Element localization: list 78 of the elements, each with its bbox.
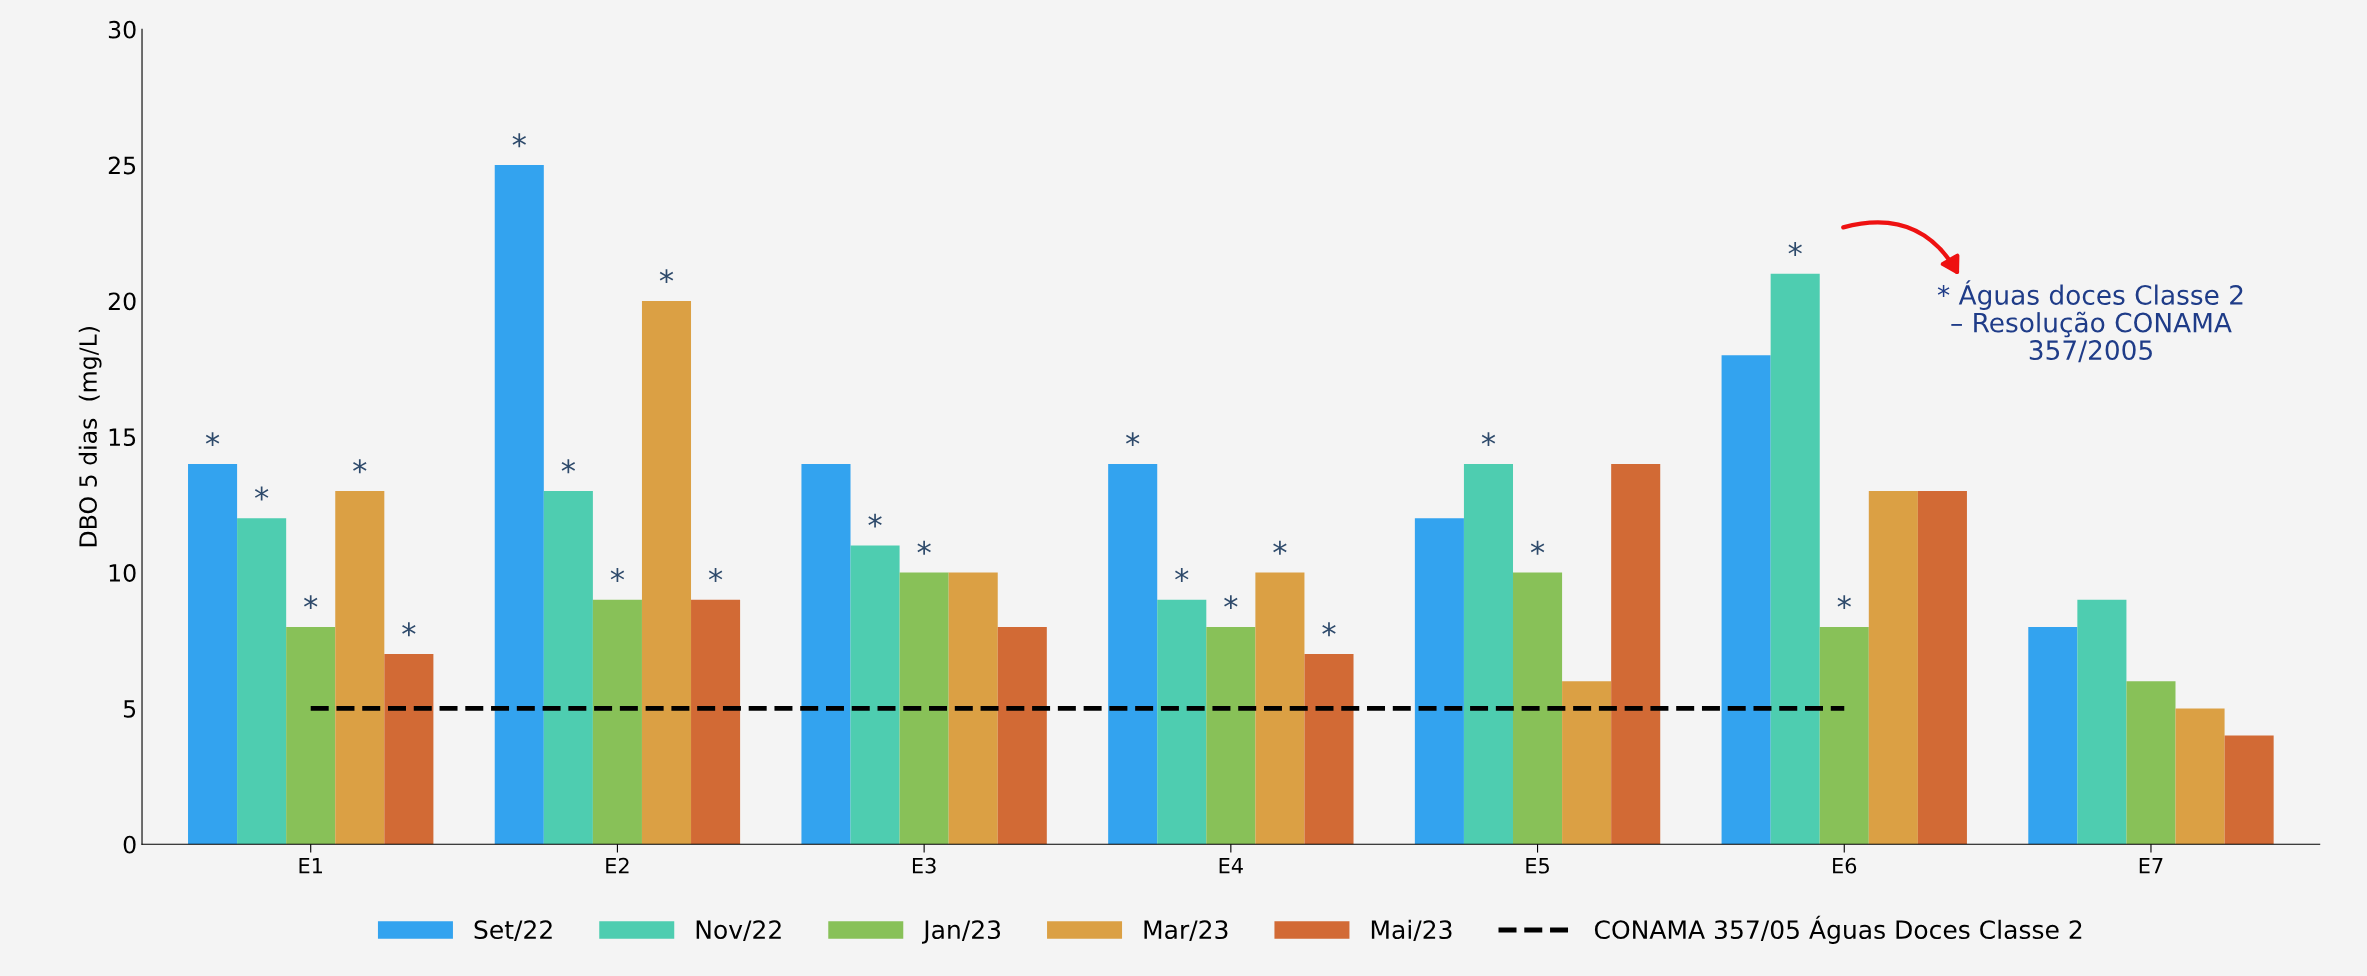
- bar: [1414, 518, 1464, 845]
- bar: [1562, 681, 1612, 845]
- x-tick-label: E7: [2139, 858, 2163, 874]
- bar: [1304, 654, 1354, 845]
- x-tick-label: E2: [606, 857, 629, 874]
- annotation: * Águas doces Classe 2 – Resolução CONAMA 357/2005: [1937, 280, 2243, 363]
- y-axis-title: DBO 5 dias (mg/L): [78, 327, 102, 547]
- y-tick-label: 15: [109, 428, 136, 447]
- x-tick-label: E5: [1526, 858, 1549, 874]
- bar: [1108, 463, 1158, 845]
- data-label: *: [1273, 540, 1287, 555]
- bar: [1868, 491, 1918, 845]
- bar: [948, 572, 998, 845]
- data-label: *: [1788, 242, 1802, 256]
- data-label: *: [610, 568, 625, 582]
- y-tick-label: 20: [108, 292, 136, 311]
- bar: [1513, 572, 1563, 845]
- data-label: *: [303, 595, 318, 610]
- bar: [335, 491, 385, 845]
- data-label: *: [1837, 595, 1851, 610]
- bar: [384, 654, 434, 845]
- bar: [2077, 599, 2127, 845]
- y-tick-label: 5: [123, 700, 136, 718]
- bar: [494, 165, 544, 845]
- legend-label: Set/22: [474, 920, 552, 942]
- x-tick-label: E6: [1833, 857, 1857, 874]
- y-tick-label: 10: [109, 564, 136, 582]
- bar: [1611, 463, 1661, 845]
- data-label: *: [1224, 595, 1238, 610]
- bar: [188, 463, 238, 845]
- x-tick-label: E1: [299, 858, 322, 874]
- bar: [2224, 735, 2274, 845]
- data-label: *: [1530, 540, 1545, 555]
- bar: [691, 599, 741, 845]
- data-label: *: [868, 513, 882, 528]
- data-label: *: [1125, 432, 1140, 447]
- bar: [2175, 708, 2225, 845]
- data-label: *: [1481, 432, 1496, 447]
- bar: [2126, 681, 2176, 845]
- data-label: *: [402, 622, 416, 637]
- data-label: *: [1322, 622, 1336, 637]
- bar: [899, 572, 949, 845]
- data-label: *: [512, 133, 526, 148]
- bar: [1463, 463, 1514, 845]
- data-label: *: [659, 269, 674, 284]
- bar: [1819, 626, 1869, 845]
- bar: [2028, 626, 2078, 845]
- bar: [641, 300, 692, 845]
- legend-label: Mai/23: [1371, 919, 1452, 942]
- bar: [1770, 273, 1820, 845]
- data-label: *: [561, 459, 576, 474]
- data-label: *: [205, 432, 220, 447]
- bar: [850, 545, 900, 845]
- y-tick-label: 0: [123, 835, 136, 854]
- bar: [1157, 599, 1207, 845]
- data-label: *: [708, 568, 723, 582]
- legend-label: Mar/23: [1144, 920, 1228, 942]
- legend-label: CONAMA 357/05 Águas Doces Classe 2: [1594, 915, 2082, 944]
- bar: [1721, 355, 1771, 845]
- bar: [543, 491, 593, 845]
- x-tick-label: E3: [912, 857, 936, 874]
- bar: [997, 626, 1047, 845]
- bar: [1917, 491, 1967, 845]
- bar: [286, 626, 336, 845]
- bar: [1206, 626, 1256, 845]
- legend-label: Jan/23: [921, 920, 1001, 944]
- data-label: *: [353, 459, 367, 474]
- y-tick-label: 30: [108, 20, 136, 39]
- x-tick-label: E4: [1219, 858, 1243, 874]
- y-tick-label: 25: [108, 156, 136, 175]
- bar: [237, 518, 287, 845]
- bar: [1255, 572, 1305, 845]
- legend-label: Nov/22: [696, 920, 781, 942]
- data-label: *: [1175, 568, 1189, 582]
- data-label: *: [254, 486, 269, 501]
- bar: [592, 599, 642, 845]
- data-label: *: [917, 540, 931, 555]
- bar: [801, 463, 851, 845]
